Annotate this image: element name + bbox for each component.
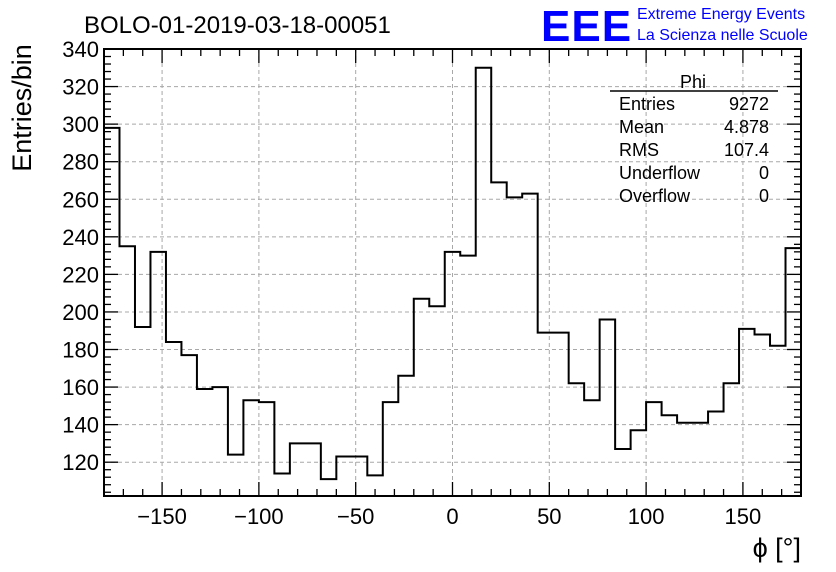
x-axis-title: ϕ [°] — [753, 533, 801, 563]
x-tick-label: 150 — [725, 504, 762, 529]
y-axis-title: Entries/bin — [7, 44, 37, 172]
stats-value-overflow: 0 — [759, 186, 769, 206]
y-tick-label: 160 — [62, 375, 99, 400]
eee-logo: EEE — [541, 2, 632, 51]
x-tick-labels: −150 −100 −50 0 50 100 150 — [137, 504, 761, 529]
x-tick-label: 100 — [628, 504, 665, 529]
chart-title: BOLO-01-2019-03-18-00051 — [84, 12, 391, 39]
y-tick-label: 120 — [62, 450, 99, 475]
histogram-line — [103, 66, 801, 496]
stats-label-underflow: Underflow — [619, 163, 701, 183]
stats-value-mean: 4.878 — [724, 117, 769, 137]
y-tick-label: 220 — [62, 262, 99, 287]
y-tick-label: 260 — [62, 187, 99, 212]
y-tick-label: 340 — [62, 37, 99, 62]
x-tick-label: 0 — [446, 504, 458, 529]
y-tick-labels: 120 140 160 180 200 220 240 260 280 300 320 340 — [62, 37, 99, 475]
y-tick-label: 320 — [62, 75, 99, 100]
logo-line-1: Extreme Energy Events — [637, 6, 805, 23]
stats-value-underflow: 0 — [759, 163, 769, 183]
y-tick-label: 300 — [62, 112, 99, 137]
stats-title: Phi — [680, 72, 706, 92]
y-tick-label: 240 — [62, 225, 99, 250]
grid — [104, 49, 801, 496]
y-tick-label: 280 — [62, 150, 99, 175]
stats-label-overflow: Overflow — [619, 186, 691, 206]
x-tick-label: −100 — [234, 504, 284, 529]
x-tick-label: −150 — [137, 504, 187, 529]
y-tick-label: 200 — [62, 300, 99, 325]
stats-value-entries: 9272 — [729, 94, 769, 114]
y-tick-label: 180 — [62, 338, 99, 363]
x-tick-label: −50 — [337, 504, 374, 529]
stats-value-rms: 107.4 — [724, 140, 769, 160]
logo-line-2: La Scienza nelle Scuole — [637, 27, 808, 44]
stats-box: Phi Entries 9272 Mean 4.878 RMS 107.4 Un… — [610, 72, 778, 206]
histogram-series — [103, 66, 801, 496]
axis-ticks — [103, 48, 802, 496]
y-tick-label: 140 — [62, 413, 99, 438]
x-tick-label: 50 — [537, 504, 561, 529]
stats-label-mean: Mean — [619, 117, 664, 137]
stats-label-rms: RMS — [619, 140, 659, 160]
stats-label-entries: Entries — [619, 94, 675, 114]
